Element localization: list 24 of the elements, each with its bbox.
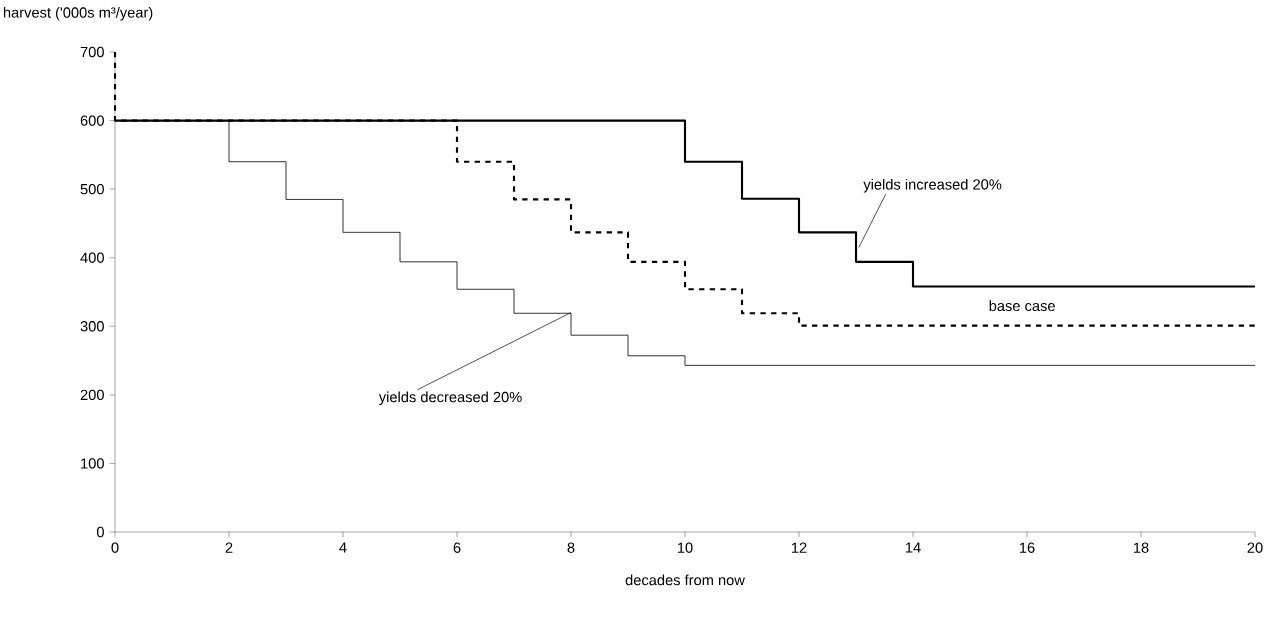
x-tick-label: 20: [1247, 542, 1263, 553]
y-tick-label: 700: [80, 46, 104, 58]
y-tick-label: 300: [80, 321, 104, 332]
x-tick-label: 6: [453, 542, 461, 553]
y-axis-title: harvest ('000s m³/year): [3, 6, 153, 21]
x-tick-label: 8: [567, 542, 575, 553]
text: yields decreased 20%: [378, 391, 522, 406]
x-tick-label: 12: [791, 542, 807, 553]
series-label: base case: [989, 300, 1055, 312]
y-tick-label: 100: [81, 458, 104, 469]
y-tick-label: 200: [80, 389, 104, 401]
x-axis-title: decades from now: [625, 574, 745, 586]
x-tick-label: 10: [677, 542, 693, 553]
y-tick-label: 400: [80, 252, 104, 263]
x-tick-label: 16: [1019, 542, 1035, 553]
y-tick-label: 500: [80, 183, 104, 195]
y-tick-label: 0: [96, 526, 104, 538]
x-tick-label: 4: [339, 542, 347, 553]
x-tick-label: 18: [1133, 542, 1149, 553]
y-tick-label: 600: [80, 115, 104, 126]
x-tick-label: 14: [905, 542, 921, 553]
text: yields increased 20%: [863, 178, 1002, 193]
x-tick-label: 2: [225, 542, 233, 553]
x-tick-label: 0: [111, 542, 119, 553]
